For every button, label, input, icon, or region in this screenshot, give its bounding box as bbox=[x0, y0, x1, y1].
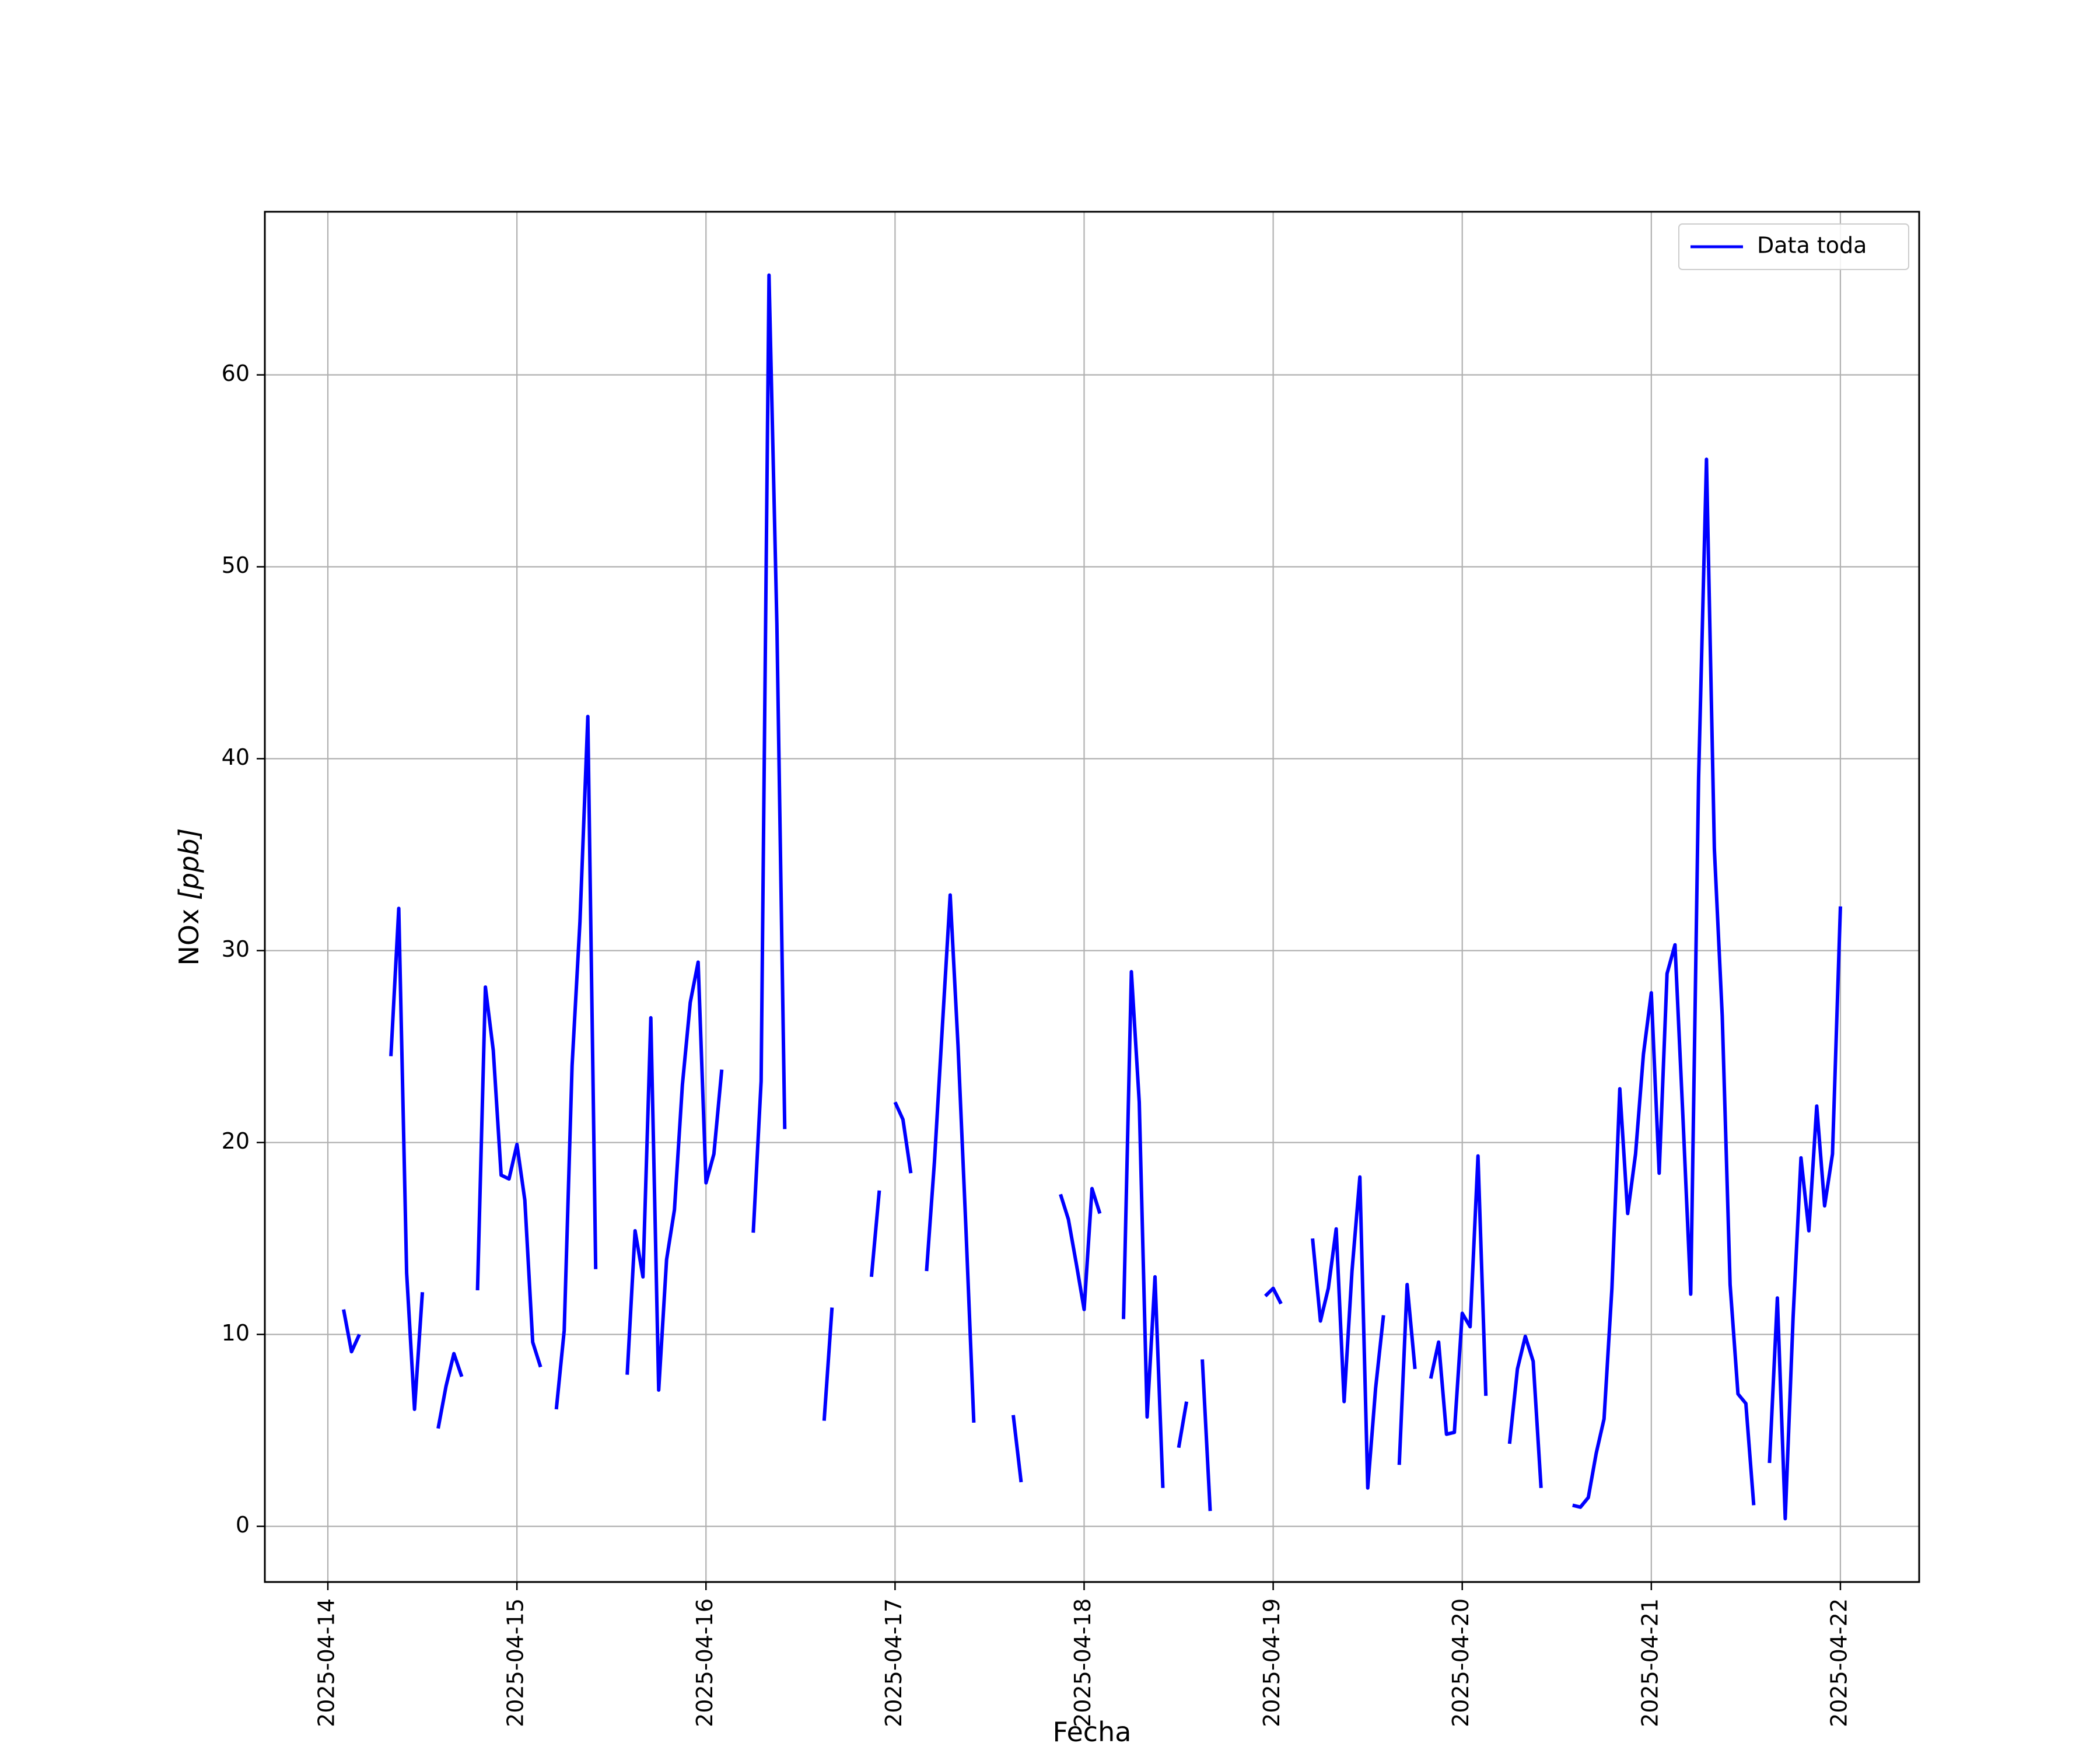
x-tick-label: 2025-04-20 bbox=[1448, 1598, 1474, 1727]
x-tick-label: 2025-04-21 bbox=[1637, 1598, 1662, 1727]
series-line-segment bbox=[1059, 1186, 1102, 1311]
series-line-segment bbox=[1122, 970, 1165, 1488]
series-line-segment bbox=[1177, 1401, 1189, 1448]
legend-label: Data toda bbox=[1757, 233, 1867, 258]
y-tick-label: 40 bbox=[222, 744, 250, 770]
series-line-segment bbox=[893, 1101, 913, 1174]
series-line-segment bbox=[436, 1352, 464, 1429]
x-tick-label: 2025-04-17 bbox=[881, 1598, 907, 1727]
legend: Data toda bbox=[1678, 223, 1909, 270]
series-line-segment bbox=[925, 893, 976, 1423]
x-axis-label: Fecha bbox=[1053, 1716, 1132, 1748]
y-tick-label: 20 bbox=[222, 1128, 250, 1154]
y-tick-label: 60 bbox=[222, 360, 250, 386]
x-tick-label: 2025-04-19 bbox=[1259, 1598, 1284, 1727]
series-line-segment bbox=[389, 907, 425, 1411]
plot-lines bbox=[342, 273, 1842, 1521]
y-tick-label: 50 bbox=[222, 552, 250, 578]
series-line-segment bbox=[625, 960, 724, 1392]
x-tick-label: 2025-04-18 bbox=[1070, 1598, 1096, 1727]
series-line-segment bbox=[1572, 457, 1756, 1509]
series-line-segment bbox=[554, 715, 598, 1410]
series-line-segment bbox=[1311, 1175, 1385, 1490]
plot-frame bbox=[264, 211, 1920, 1583]
series-line-segment bbox=[822, 1307, 834, 1421]
y-axis: 0 10 20 30 40 50 60 bbox=[222, 360, 265, 1538]
series-line-segment bbox=[342, 1309, 361, 1354]
y-tick-label: 10 bbox=[222, 1320, 250, 1346]
series-line-segment bbox=[1507, 1334, 1543, 1488]
x-axis: 2025-04-14 2025-04-15 2025-04-16 2025-04-17… bbox=[314, 1582, 1852, 1727]
series-line-segment bbox=[751, 273, 787, 1233]
series-line-segment bbox=[869, 1190, 881, 1278]
series-line-segment bbox=[1012, 1415, 1023, 1483]
x-tick-label: 2025-04-22 bbox=[1826, 1598, 1852, 1727]
series-line-segment bbox=[1429, 1154, 1488, 1436]
series-line-segment bbox=[1397, 1283, 1417, 1465]
x-tick-label: 2025-04-15 bbox=[503, 1598, 528, 1727]
y-axis-label-prefix: NOx bbox=[173, 900, 205, 965]
y-axis-label-unit: [ppb] bbox=[173, 828, 205, 901]
series-line-segment bbox=[1200, 1359, 1212, 1511]
legend-box bbox=[1678, 223, 1909, 270]
y-axis-label: NOx [ppb] bbox=[173, 828, 205, 966]
series-line-segment bbox=[475, 985, 542, 1368]
y-tick-label: 0 bbox=[236, 1512, 250, 1538]
series-line-segment bbox=[1264, 1286, 1283, 1305]
x-tick-label: 2025-04-14 bbox=[314, 1598, 340, 1727]
grid bbox=[265, 212, 1919, 1582]
y-tick-label: 30 bbox=[222, 936, 250, 962]
x-tick-label: 2025-04-16 bbox=[692, 1598, 718, 1727]
series-line-segment bbox=[1768, 906, 1842, 1521]
